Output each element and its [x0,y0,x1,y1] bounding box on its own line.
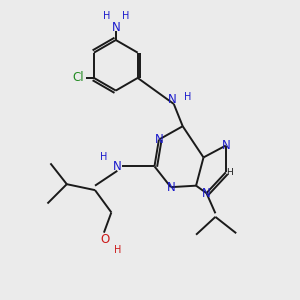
Text: N: N [168,93,177,106]
Text: N: N [202,187,211,200]
Text: H: H [226,168,233,177]
Text: N: N [221,139,230,152]
Text: Cl: Cl [73,71,84,84]
Text: H: H [100,152,108,162]
Text: H: H [103,11,110,21]
Text: N: N [167,181,175,194]
Text: H: H [184,92,192,101]
Text: H: H [122,11,129,21]
Text: H: H [114,244,121,255]
Text: N: N [111,21,120,34]
Text: O: O [101,233,110,246]
Text: N: N [154,133,163,146]
Text: N: N [113,160,122,173]
